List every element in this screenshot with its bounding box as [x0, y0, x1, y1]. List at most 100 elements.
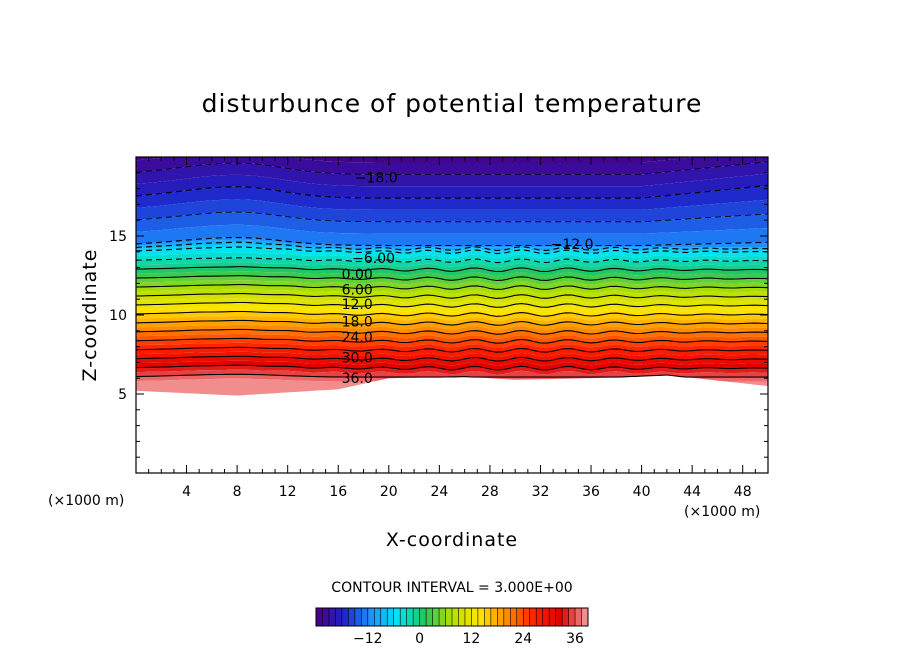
contour-line [136, 310, 768, 317]
x-tick-label: 36 [582, 484, 600, 500]
colorbar-swatch [316, 608, 323, 626]
contour-label: −12.0 [551, 237, 594, 253]
contour-band [136, 307, 768, 317]
contour-lines [136, 161, 768, 378]
colorbar-tick-label: 0 [415, 631, 424, 647]
contour-line [136, 275, 768, 282]
contour-line [136, 257, 768, 264]
colorbar-frame [315, 607, 589, 627]
contour-line [136, 266, 768, 273]
contour-line [136, 236, 768, 247]
contour-interval-label: CONTOUR INTERVAL = 3.000E+00 [331, 580, 572, 596]
x-tick-label: 16 [329, 484, 347, 500]
colorbar-swatch [419, 608, 427, 626]
colorbar [315, 607, 589, 627]
colorbar-swatch [581, 608, 589, 626]
contour-label: 24.0 [342, 330, 373, 346]
contour-band [136, 224, 768, 246]
colorbar-tick-label: 24 [514, 631, 532, 647]
contour-band [136, 360, 768, 370]
contour-band [136, 280, 768, 290]
colorbar-ticks: −12 0 12 24 36 [353, 631, 584, 647]
x-tick-label: 48 [734, 484, 752, 500]
contour-label: 30.0 [342, 351, 373, 367]
y-tick-label: 15 [109, 229, 127, 245]
contour-line [136, 184, 768, 199]
x-tick-label: 8 [233, 484, 242, 500]
colorbar-swatch [387, 608, 395, 626]
contour-band [136, 289, 768, 299]
colorbar-swatch [568, 608, 576, 626]
contour-band [136, 298, 768, 308]
contour-label: −6.00 [352, 251, 395, 267]
colorbar-swatch [341, 608, 349, 626]
colorbar-swatch [490, 608, 498, 626]
colorbar-swatch [445, 608, 453, 626]
colorbar-tick-label: −12 [353, 631, 383, 647]
contour-band [136, 157, 697, 163]
x-tick-label: 12 [279, 484, 297, 500]
colorbar-swatch [452, 608, 459, 626]
colorbar-swatch [549, 608, 556, 626]
contour-band [136, 324, 768, 335]
colorbar-swatch [464, 608, 472, 626]
contour-band [136, 375, 768, 396]
colorbar-swatch [471, 608, 479, 626]
x-axis-label: X-coordinate [386, 529, 518, 551]
colorbar-swatch [562, 608, 569, 626]
colorbar-swatch [406, 608, 414, 626]
contour-line [136, 211, 768, 223]
colorbar-swatch [426, 608, 433, 626]
colorbar-swatch [374, 608, 382, 626]
colorbar-swatch [516, 608, 524, 626]
contour-label: 6.00 [342, 283, 373, 299]
contour-band [136, 173, 768, 199]
colorbar-swatch [328, 608, 336, 626]
contour-line [136, 364, 768, 371]
colorbar-swatch [529, 608, 537, 626]
contour-line [136, 373, 768, 378]
colorbar-swatch [413, 608, 420, 626]
x-tick-label: 20 [380, 484, 398, 500]
colorbar-swatch [335, 608, 343, 626]
x-tick-label: 32 [532, 484, 550, 500]
colorbar-swatch [380, 608, 388, 626]
contour-line [136, 328, 768, 335]
x-tick-label: 4 [182, 484, 191, 500]
colorbar-swatch [393, 608, 401, 626]
colorbar-swatch [542, 608, 550, 626]
colorbar-swatch [523, 608, 531, 626]
contour-band [136, 351, 768, 362]
contour-band [136, 257, 768, 267]
x-unit-right: (×1000 m) [684, 504, 760, 520]
contour-line [136, 301, 768, 308]
contour-band [136, 247, 768, 259]
contour-line [136, 355, 768, 362]
x-unit-left: (×1000 m) [48, 493, 124, 509]
colorbar-swatch [367, 608, 375, 626]
colorbar-swatch [439, 608, 446, 626]
contour-label: 0.00 [342, 267, 373, 283]
contour-band [136, 342, 768, 353]
x-tick-label: 40 [633, 484, 651, 500]
colorbar-swatch [432, 608, 440, 626]
contour-band [136, 239, 768, 251]
colorbar-swatch [354, 608, 362, 626]
contour-line [136, 241, 768, 252]
contour-label: −18.0 [355, 171, 398, 187]
contour-label: 18.0 [342, 314, 373, 330]
colorbar-swatch [497, 608, 505, 626]
chart-title: disturbunce of potential temperature [202, 89, 703, 118]
contour-band [136, 199, 768, 222]
contour-line [136, 337, 768, 344]
contour-band [136, 316, 768, 326]
colorbar-swatch [536, 608, 543, 626]
x-axis-ticks: 4 8 12 16 20 24 28 32 36 40 44 48 [148, 157, 756, 500]
contour-band [136, 212, 768, 234]
contour-line [136, 161, 768, 175]
contour-line [136, 293, 768, 299]
x-tick-label: 24 [430, 484, 448, 500]
contour-band [136, 157, 768, 175]
y-tick-label: 10 [109, 308, 127, 324]
